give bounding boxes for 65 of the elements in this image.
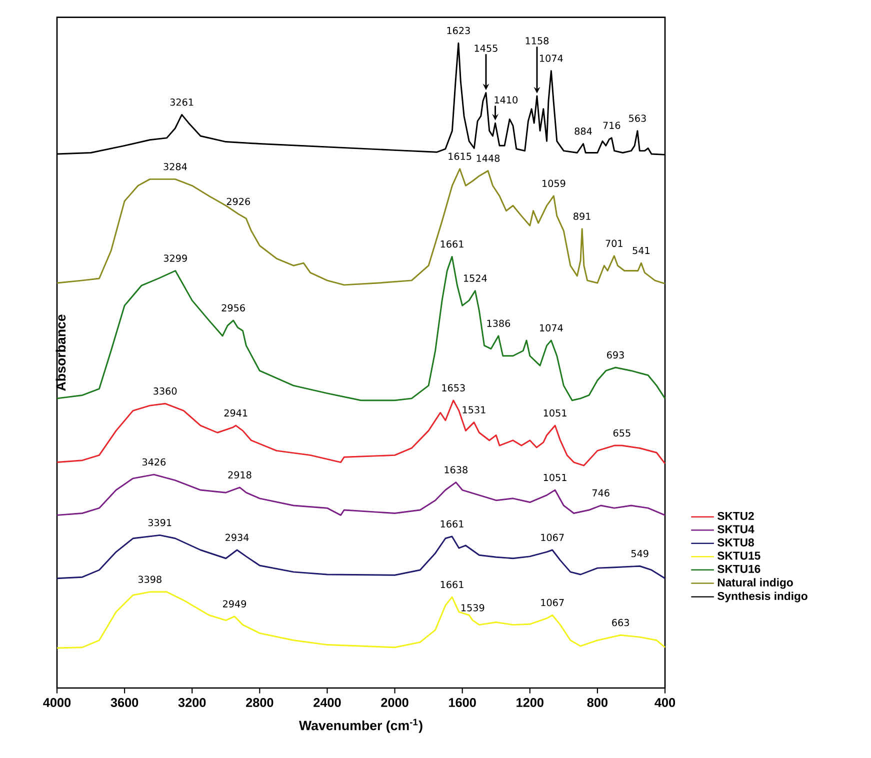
- annotation: 1074: [540, 54, 563, 62]
- annotation: 1661: [440, 580, 464, 588]
- annotation: 541: [632, 246, 650, 254]
- annotation: 3284: [164, 162, 187, 170]
- x-axis-title: Wavenumber (cm$^{-1}$): [298, 718, 422, 733]
- annotation: 549: [631, 550, 648, 558]
- x-tick-label: 800: [587, 698, 608, 708]
- annotation: 1623: [447, 26, 470, 34]
- annotation: 1158: [526, 37, 549, 44]
- x-tick-label: 3200: [178, 698, 206, 708]
- legend-label: SKTU16: [718, 564, 760, 573]
- legend-label: Natural indigo: [718, 578, 793, 589]
- x-tick-label: 400: [654, 698, 676, 708]
- annotation: 3391: [148, 518, 172, 526]
- annotation: 3299: [164, 254, 187, 262]
- legend-label: Synthesis indigo: [718, 592, 808, 602]
- annotation: 1386: [487, 320, 510, 327]
- legend-label: SKTU15: [718, 552, 760, 560]
- annotation: 1410: [494, 96, 518, 104]
- annotation: 1638: [444, 466, 468, 474]
- annotation: 1661: [440, 520, 464, 528]
- annotation: 884: [574, 128, 592, 135]
- annotation: 563: [629, 114, 646, 122]
- annotation: 3426: [142, 458, 166, 466]
- x-tick-label: 2400: [314, 698, 341, 708]
- annotation: 1067: [541, 534, 564, 542]
- annotation: 1455: [474, 44, 498, 52]
- annotation: 655: [613, 429, 630, 437]
- annotation: 701: [606, 240, 622, 247]
- annotation: 1051: [544, 409, 566, 417]
- annotation: 1067: [541, 598, 564, 606]
- annotation: 1539: [461, 604, 484, 612]
- x-tick-label: 2800: [246, 698, 274, 708]
- annotation: 746: [592, 489, 610, 497]
- annotation: 2926: [226, 198, 250, 206]
- legend-label: SKTU4: [718, 525, 754, 534]
- annotation: 1531: [462, 406, 486, 414]
- annotation: 1074: [540, 324, 563, 332]
- x-tick-label: 2000: [381, 698, 408, 708]
- annotation: 2918: [228, 471, 252, 478]
- annotation: 693: [607, 351, 624, 359]
- legend-label: SKTU8: [718, 538, 754, 546]
- annotation: 2956: [222, 304, 245, 312]
- annotation: 1448: [476, 154, 500, 162]
- annotation: 2941: [224, 409, 248, 417]
- legend-label: SKTU2: [718, 512, 754, 520]
- annotation: 891: [574, 212, 590, 220]
- y-axis-title: Absorbance: [56, 314, 66, 391]
- x-tick-label: 3600: [110, 698, 138, 708]
- annotation: 3261: [170, 98, 194, 106]
- annotation: 716: [603, 122, 620, 129]
- x-tick-label: 1600: [449, 698, 476, 708]
- annotation: 1059: [542, 180, 566, 188]
- annotation: 1661: [440, 240, 464, 248]
- annotation: 3398: [138, 576, 162, 583]
- x-tick-label: 4000: [43, 698, 71, 708]
- annotation: 3360: [154, 387, 177, 395]
- annotation: 1524: [464, 274, 487, 282]
- annotation: 1653: [442, 384, 465, 392]
- annotation: 1615: [448, 152, 472, 160]
- x-tick-label: 1200: [516, 698, 544, 708]
- annotation: 1051: [544, 474, 566, 482]
- annotation: 663: [612, 618, 629, 626]
- annotation: 2949: [222, 600, 246, 608]
- annotation: 2934: [226, 534, 249, 542]
